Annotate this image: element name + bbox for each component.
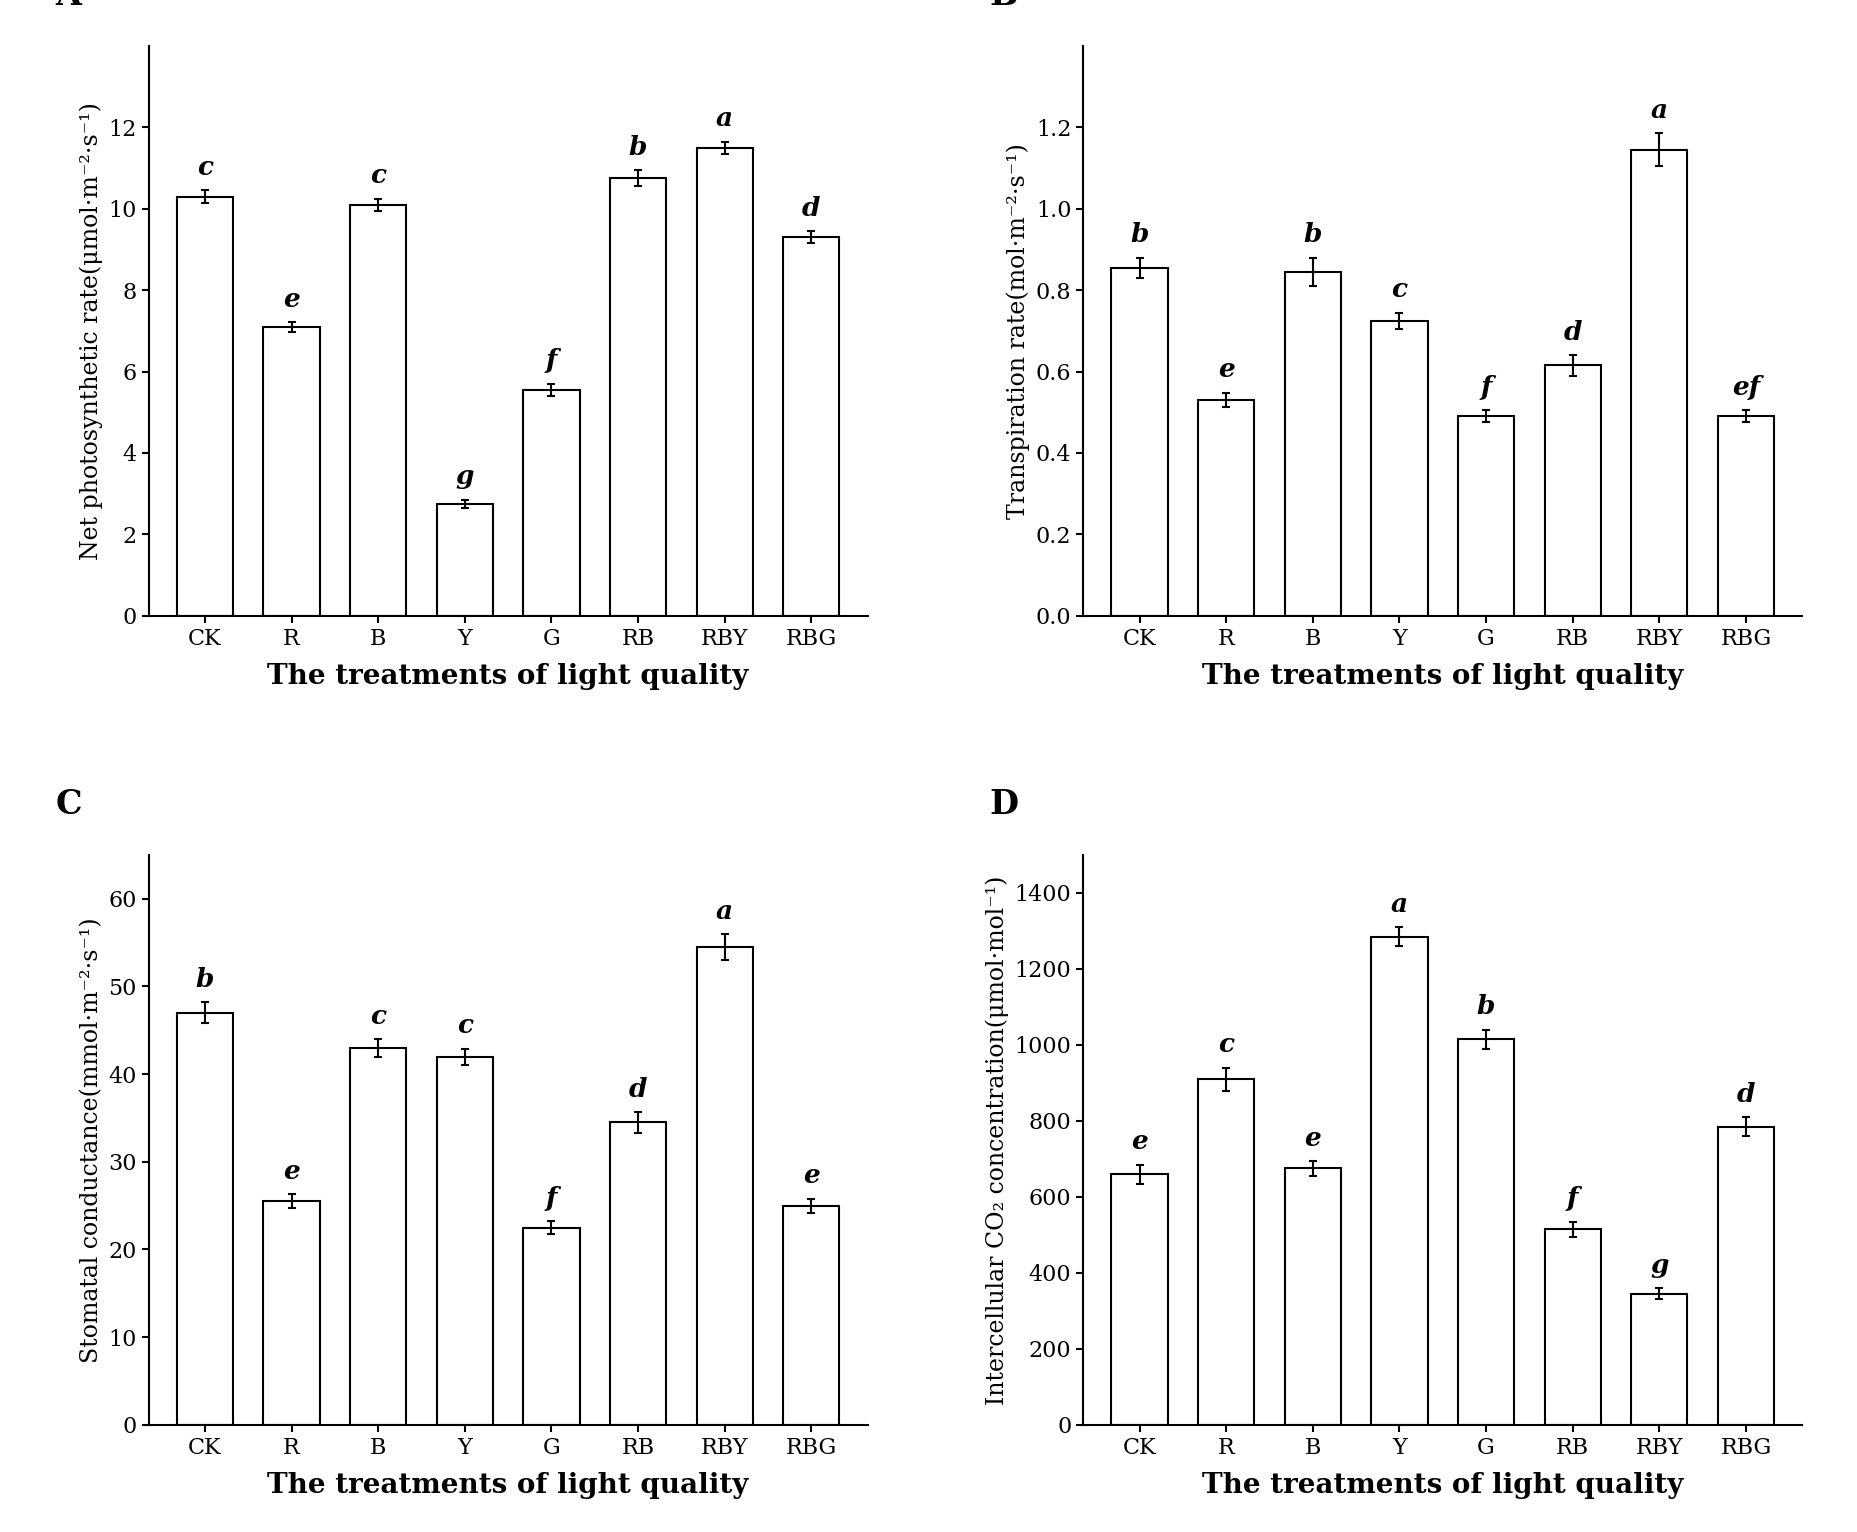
Bar xyxy=(1718,1126,1773,1425)
Text: C: C xyxy=(56,787,82,821)
Text: f: f xyxy=(1565,1186,1578,1212)
Bar xyxy=(349,1048,407,1425)
X-axis label: The treatments of light quality: The treatments of light quality xyxy=(267,1472,748,1500)
Bar xyxy=(1198,400,1253,616)
Text: d: d xyxy=(628,1077,646,1102)
Text: b: b xyxy=(1129,222,1148,247)
Text: e: e xyxy=(1216,357,1233,383)
Text: b: b xyxy=(628,135,646,159)
Bar xyxy=(609,178,667,616)
Bar xyxy=(1370,936,1426,1425)
Text: b: b xyxy=(1476,994,1495,1019)
Bar xyxy=(696,947,752,1425)
Bar xyxy=(436,504,492,616)
Text: d: d xyxy=(1562,320,1580,345)
Bar xyxy=(1110,1174,1166,1425)
X-axis label: The treatments of light quality: The treatments of light quality xyxy=(1201,663,1682,691)
Bar xyxy=(1458,417,1513,616)
Bar xyxy=(1718,417,1773,616)
Bar xyxy=(264,1201,319,1425)
Bar xyxy=(1110,268,1166,616)
Text: f: f xyxy=(546,348,557,374)
Text: c: c xyxy=(457,1014,472,1039)
Bar xyxy=(1458,1039,1513,1425)
Bar xyxy=(1543,1229,1601,1425)
X-axis label: The treatments of light quality: The treatments of light quality xyxy=(267,663,748,691)
Bar xyxy=(436,1057,492,1425)
Bar xyxy=(1283,271,1341,616)
Bar xyxy=(524,1227,579,1425)
X-axis label: The treatments of light quality: The treatments of light quality xyxy=(1201,1472,1682,1500)
Y-axis label: Transpiration rate(mol·m⁻²·s⁻¹): Transpiration rate(mol·m⁻²·s⁻¹) xyxy=(1006,142,1031,519)
Text: e: e xyxy=(802,1163,819,1189)
Text: g: g xyxy=(455,464,474,489)
Bar xyxy=(1198,1079,1253,1425)
Text: e: e xyxy=(282,286,299,311)
Bar xyxy=(524,389,579,616)
Text: d: d xyxy=(1736,1082,1755,1106)
Bar xyxy=(784,1206,839,1425)
Text: f: f xyxy=(1480,375,1491,400)
Text: A: A xyxy=(56,0,82,12)
Text: c: c xyxy=(370,1003,386,1030)
Bar xyxy=(349,205,407,616)
Text: c: c xyxy=(1218,1033,1233,1057)
Text: e: e xyxy=(1304,1126,1320,1151)
Bar xyxy=(1630,1293,1686,1425)
Text: b: b xyxy=(195,967,214,993)
Bar xyxy=(1543,366,1601,616)
Bar xyxy=(176,1013,232,1425)
Bar xyxy=(1370,320,1426,616)
Text: a: a xyxy=(1649,98,1668,123)
Bar xyxy=(696,147,752,616)
Text: B: B xyxy=(990,0,1018,12)
Bar xyxy=(784,237,839,616)
Text: c: c xyxy=(1391,277,1408,302)
Text: f: f xyxy=(546,1186,557,1212)
Text: c: c xyxy=(370,164,386,188)
Bar xyxy=(1630,150,1686,616)
Y-axis label: Stomatal conductance(mmol·m⁻²·s⁻¹): Stomatal conductance(mmol·m⁻²·s⁻¹) xyxy=(80,918,102,1362)
Bar xyxy=(609,1123,667,1425)
Text: a: a xyxy=(715,899,734,924)
Text: e: e xyxy=(1131,1129,1148,1154)
Text: g: g xyxy=(1649,1253,1668,1278)
Text: e: e xyxy=(282,1160,299,1184)
Text: c: c xyxy=(197,155,214,181)
Text: D: D xyxy=(990,787,1018,821)
Text: ef: ef xyxy=(1731,375,1759,400)
Text: d: d xyxy=(802,196,821,221)
Bar xyxy=(264,326,319,616)
Bar xyxy=(176,196,232,616)
Y-axis label: Net photosynthetic rate(μmol·m⁻²·s⁻¹): Net photosynthetic rate(μmol·m⁻²·s⁻¹) xyxy=(80,103,102,559)
Bar xyxy=(1283,1169,1341,1425)
Text: b: b xyxy=(1304,222,1322,247)
Text: a: a xyxy=(715,106,734,132)
Text: a: a xyxy=(1391,892,1408,918)
Y-axis label: Intercellular CO₂ concentration(μmol·mol⁻¹): Intercellular CO₂ concentration(μmol·mol… xyxy=(984,875,1008,1405)
